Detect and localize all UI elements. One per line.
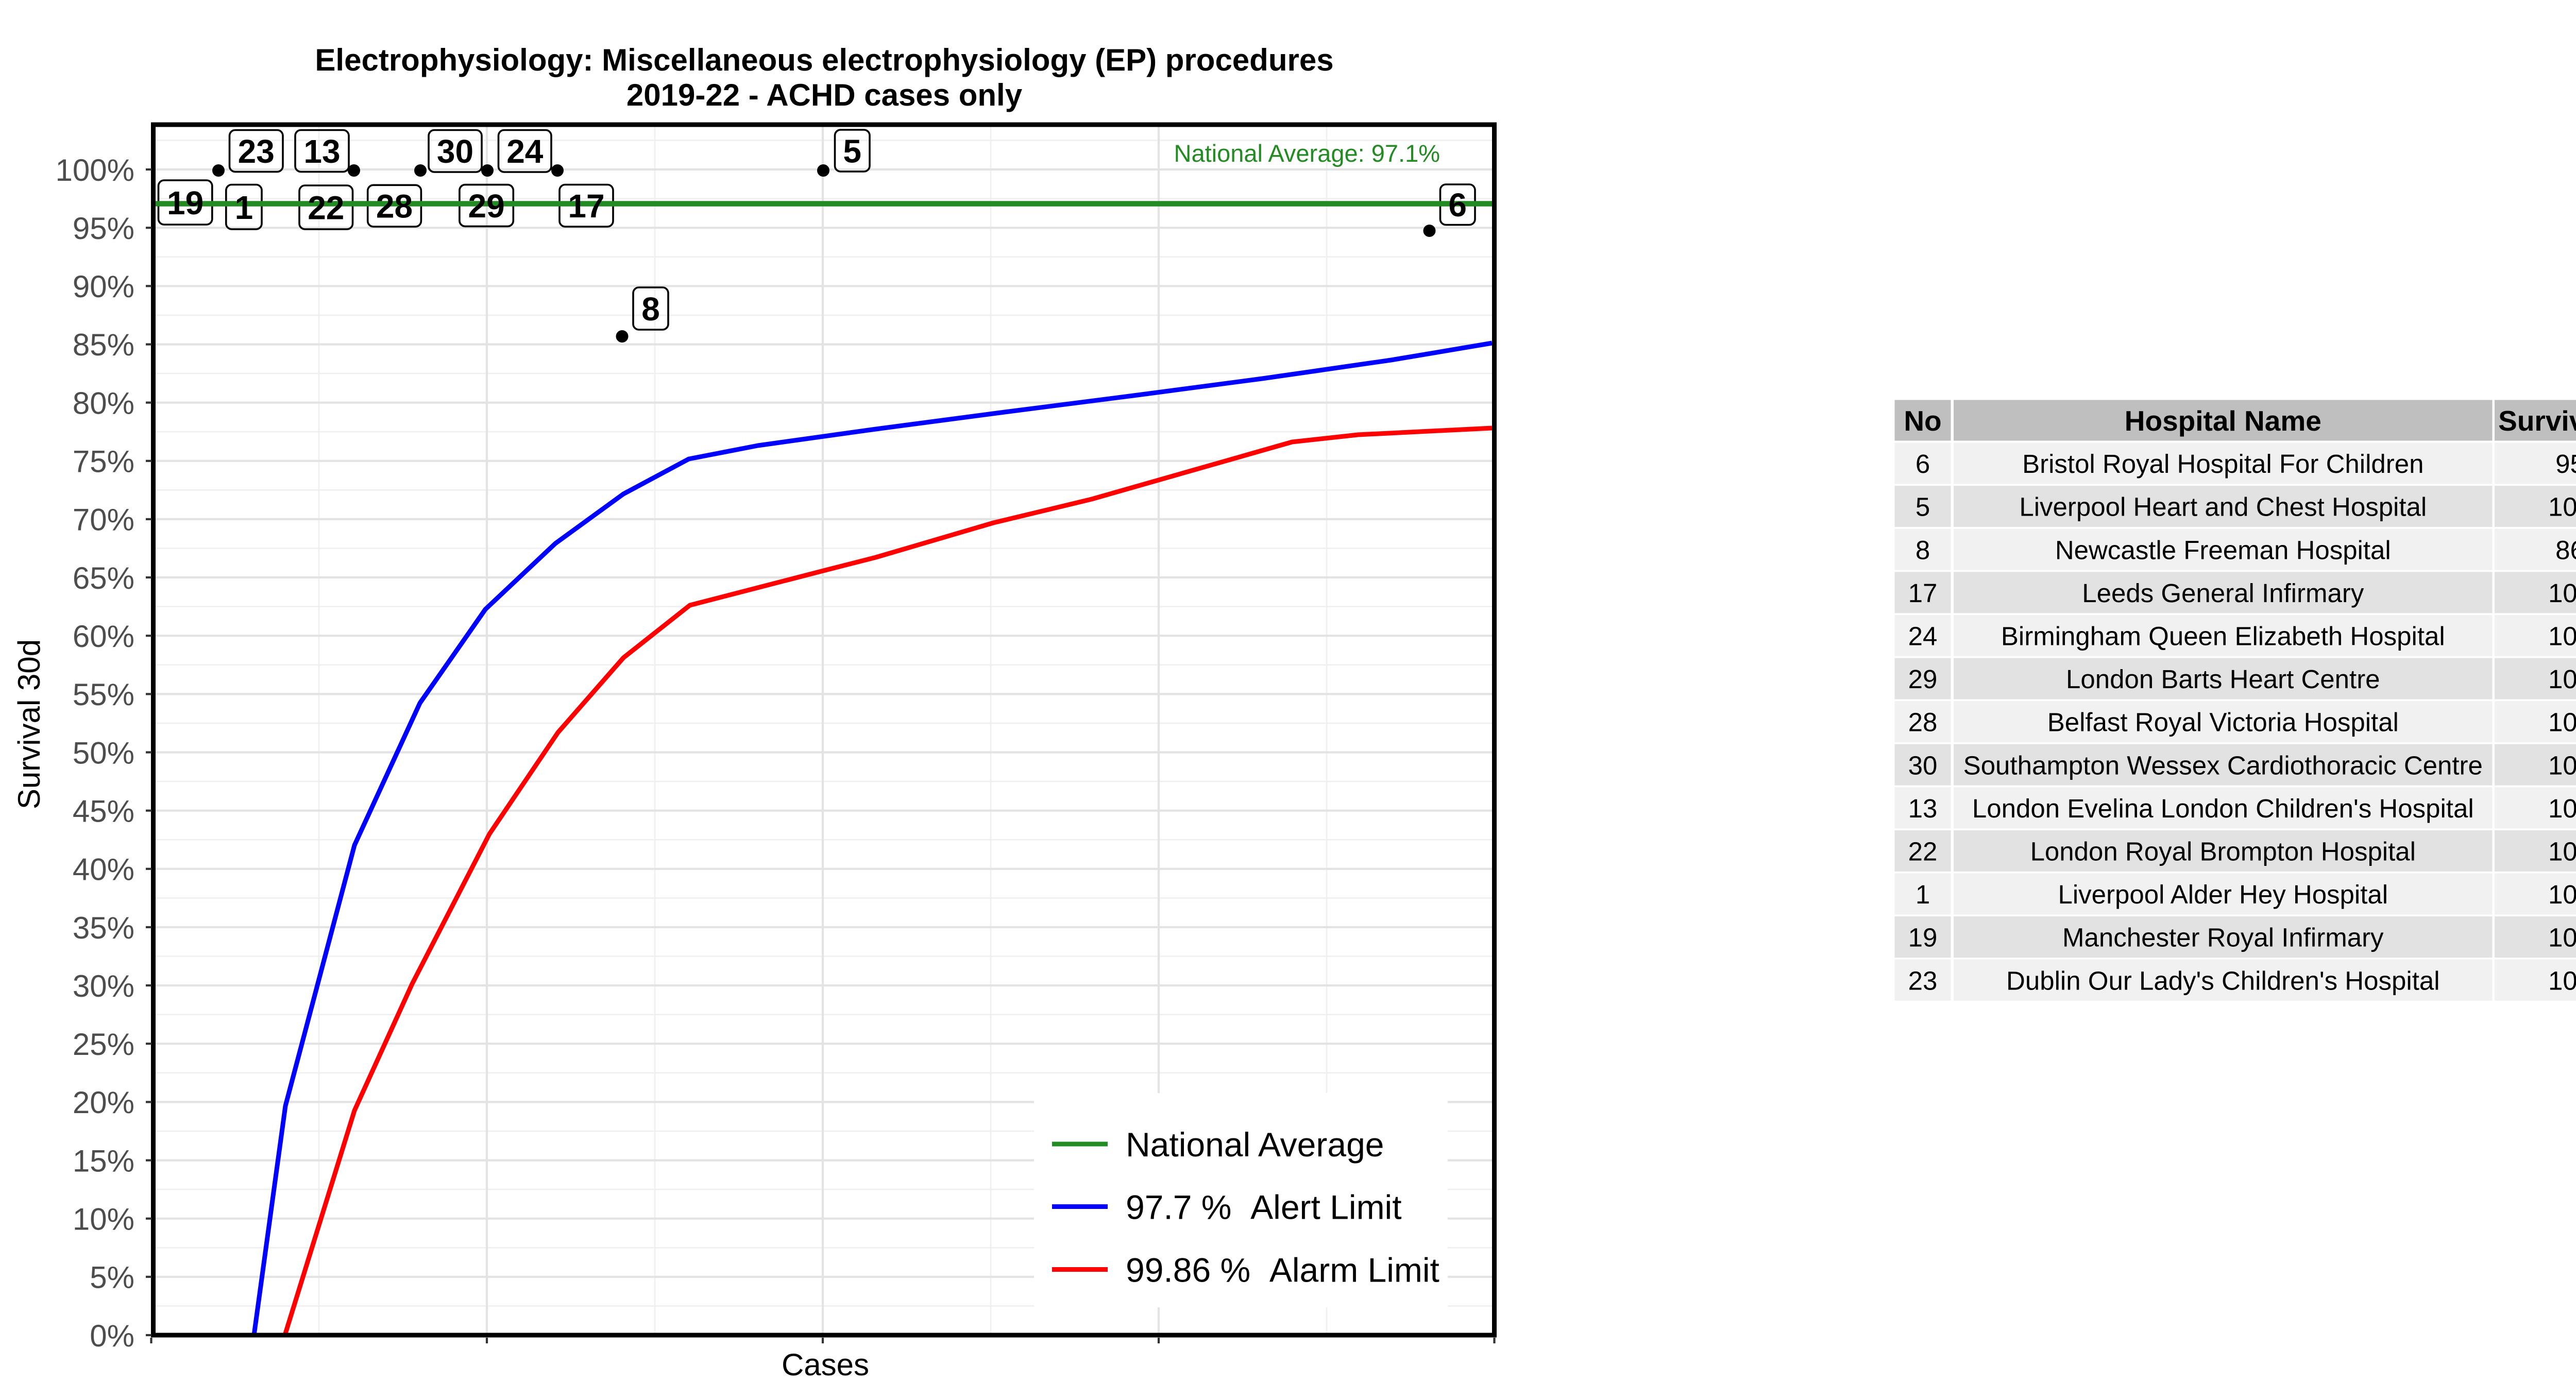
svg-text:13: 13 <box>1908 794 1938 823</box>
svg-text:100%: 100% <box>56 153 134 187</box>
svg-text:19: 19 <box>167 184 204 221</box>
svg-text:24: 24 <box>1908 622 1938 651</box>
svg-text:Dublin Our Lady's Children's H: Dublin Our Lady's Children's Hospital <box>2006 966 2440 995</box>
svg-text:Survival 30d: Survival 30d <box>12 639 46 809</box>
svg-text:Southampton Wessex Cardiothora: Southampton Wessex Cardiothoracic Centre <box>1963 750 2483 780</box>
svg-text:Belfast Royal Victoria Hospita: Belfast Royal Victoria Hospital <box>2047 708 2399 737</box>
svg-text:45%: 45% <box>73 794 134 829</box>
svg-text:6: 6 <box>1916 449 1930 479</box>
svg-text:35%: 35% <box>73 911 134 945</box>
svg-text:6: 6 <box>1448 186 1467 224</box>
svg-text:100%: 100% <box>2548 664 2576 694</box>
svg-text:National Average: 97.1%: National Average: 97.1% <box>1174 140 1440 167</box>
svg-text:Liverpool Heart and Chest Hosp: Liverpool Heart and Chest Hospital <box>2019 492 2427 522</box>
svg-text:29: 29 <box>468 187 505 225</box>
svg-text:86%: 86% <box>2555 535 2576 565</box>
svg-text:28: 28 <box>376 188 413 225</box>
svg-text:2019-22 - ACHD cases only: 2019-22 - ACHD cases only <box>626 78 1023 112</box>
svg-text:30%: 30% <box>73 969 134 1003</box>
svg-text:60%: 60% <box>73 619 134 654</box>
svg-text:23: 23 <box>1908 966 1938 995</box>
svg-text:Hospital Name: Hospital Name <box>2125 405 2321 437</box>
svg-text:40%: 40% <box>73 852 134 887</box>
svg-text:8: 8 <box>1916 535 1930 565</box>
svg-text:8: 8 <box>641 291 660 328</box>
svg-text:Cases: Cases <box>782 1347 869 1382</box>
svg-text:22: 22 <box>1908 837 1938 866</box>
svg-text:100%: 100% <box>2548 880 2576 909</box>
svg-text:National Average: National Average <box>1126 1125 1384 1164</box>
svg-text:100%: 100% <box>2548 578 2576 608</box>
svg-text:Newcastle Freeman Hospital: Newcastle Freeman Hospital <box>2055 535 2391 565</box>
svg-text:30: 30 <box>1908 750 1938 780</box>
svg-text:13: 13 <box>303 133 340 170</box>
svg-text:0%: 0% <box>90 1319 134 1353</box>
svg-text:5: 5 <box>843 133 861 170</box>
svg-text:99.86 % Alarm Limit: 99.86 % Alarm Limit <box>1126 1251 1439 1289</box>
svg-text:55%: 55% <box>73 677 134 712</box>
svg-text:50%: 50% <box>73 736 134 770</box>
svg-text:London Evelina London Children: London Evelina London Children's Hospita… <box>1972 794 2474 823</box>
svg-text:100%: 100% <box>2548 966 2576 995</box>
svg-text:100%: 100% <box>2548 794 2576 823</box>
svg-text:1: 1 <box>1916 880 1930 909</box>
svg-text:Manchester Royal Infirmary: Manchester Royal Infirmary <box>2062 923 2384 952</box>
svg-text:28: 28 <box>1908 708 1938 737</box>
svg-text:No: No <box>1904 405 1941 437</box>
svg-text:15%: 15% <box>73 1144 134 1178</box>
svg-text:65%: 65% <box>73 561 134 595</box>
svg-text:90%: 90% <box>73 269 134 304</box>
svg-text:Liverpool Alder Hey Hospital: Liverpool Alder Hey Hospital <box>2058 880 2388 909</box>
svg-text:25%: 25% <box>73 1027 134 1062</box>
svg-text:95%: 95% <box>2555 449 2576 479</box>
svg-text:30: 30 <box>437 133 473 170</box>
svg-text:Leeds General Infirmary: Leeds General Infirmary <box>2082 578 2364 608</box>
svg-text:Survival 30d: Survival 30d <box>2498 405 2576 437</box>
svg-text:22: 22 <box>308 190 344 227</box>
svg-text:100%: 100% <box>2548 837 2576 866</box>
svg-text:1: 1 <box>235 189 253 226</box>
svg-text:24: 24 <box>506 133 544 170</box>
svg-text:85%: 85% <box>73 328 134 362</box>
svg-text:Electrophysiology: Miscellaneo: Electrophysiology: Miscellaneous electro… <box>315 43 1333 77</box>
svg-text:100%: 100% <box>2548 750 2576 780</box>
svg-text:70%: 70% <box>73 503 134 537</box>
svg-text:23: 23 <box>238 133 275 170</box>
svg-text:19: 19 <box>1908 923 1938 952</box>
svg-text:London Barts Heart Centre: London Barts Heart Centre <box>2066 664 2380 694</box>
svg-text:5%: 5% <box>90 1260 134 1295</box>
svg-text:17: 17 <box>568 187 604 225</box>
svg-text:29: 29 <box>1908 664 1938 694</box>
svg-text:100%: 100% <box>2548 923 2576 952</box>
svg-text:Birmingham Queen Elizabeth Hos: Birmingham Queen Elizabeth Hospital <box>2001 622 2445 651</box>
svg-text:95%: 95% <box>73 211 134 246</box>
svg-text:London Royal Brompton Hospital: London Royal Brompton Hospital <box>2030 837 2416 866</box>
svg-text:Bristol Royal Hospital For Chi: Bristol Royal Hospital For Children <box>2022 449 2424 479</box>
svg-text:100%: 100% <box>2548 492 2576 522</box>
svg-text:5: 5 <box>1916 492 1930 522</box>
svg-text:100%: 100% <box>2548 622 2576 651</box>
svg-text:17: 17 <box>1908 578 1938 608</box>
svg-text:97.7 % Alert Limit: 97.7 % Alert Limit <box>1126 1188 1402 1226</box>
svg-text:100%: 100% <box>2548 708 2576 737</box>
svg-text:80%: 80% <box>73 386 134 420</box>
svg-text:10%: 10% <box>73 1202 134 1237</box>
svg-text:75%: 75% <box>73 445 134 479</box>
svg-text:20%: 20% <box>73 1085 134 1120</box>
